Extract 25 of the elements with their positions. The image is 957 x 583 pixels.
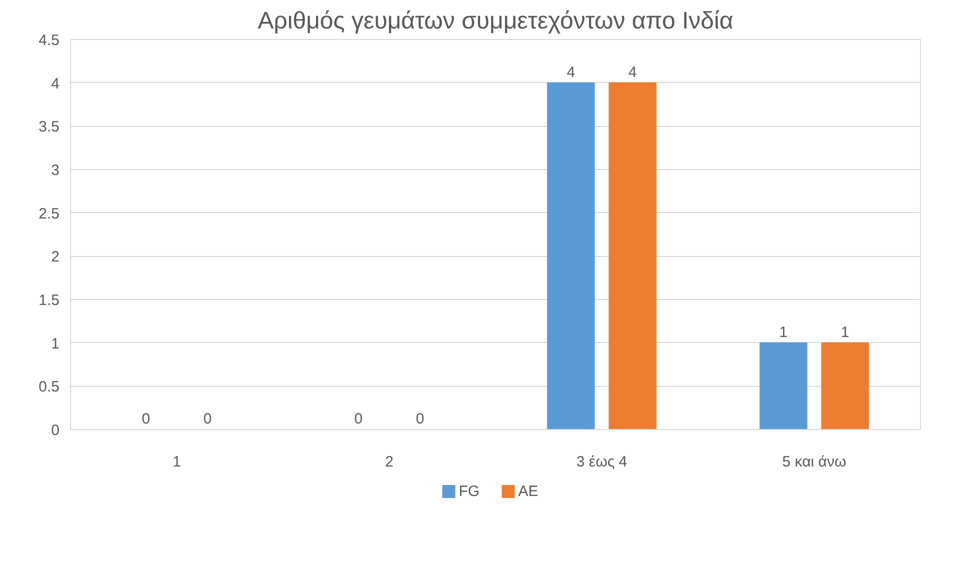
y-tick-label: 2.5 bbox=[38, 205, 60, 222]
data-label: 1 bbox=[779, 324, 788, 341]
legend-label: AE bbox=[518, 483, 538, 500]
y-tick-label: 0.5 bbox=[38, 378, 60, 396]
x-tick-label: 2 bbox=[385, 454, 394, 470]
y-tick-label: 3 bbox=[51, 162, 60, 179]
y-tick-label: 4 bbox=[51, 75, 60, 92]
x-tick-label: 3 έως 4 bbox=[576, 454, 628, 470]
data-label: 4 bbox=[628, 64, 637, 81]
legend-label: FG bbox=[458, 483, 480, 500]
data-label: 0 bbox=[203, 410, 212, 428]
data-label: 0 bbox=[354, 410, 363, 428]
chart-title: Αριθμός γευμάτων συμμετεχόντων απο Ινδία bbox=[258, 8, 734, 34]
y-tick-label: 4.5 bbox=[38, 32, 60, 49]
data-label: 0 bbox=[416, 410, 424, 428]
y-tick-label: 3.5 bbox=[38, 118, 60, 136]
y-tick-label: 1 bbox=[51, 335, 60, 352]
x-tick-label: 5 και άνω bbox=[782, 454, 846, 470]
data-label: 1 bbox=[840, 324, 850, 341]
y-tick-label: 1.5 bbox=[38, 292, 60, 309]
y-tick-label: 0 bbox=[51, 422, 60, 439]
data-label: 0 bbox=[142, 410, 150, 428]
y-tick-label: 2 bbox=[51, 248, 60, 266]
data-label: 4 bbox=[566, 64, 576, 81]
x-tick-label: 1 bbox=[172, 454, 181, 470]
